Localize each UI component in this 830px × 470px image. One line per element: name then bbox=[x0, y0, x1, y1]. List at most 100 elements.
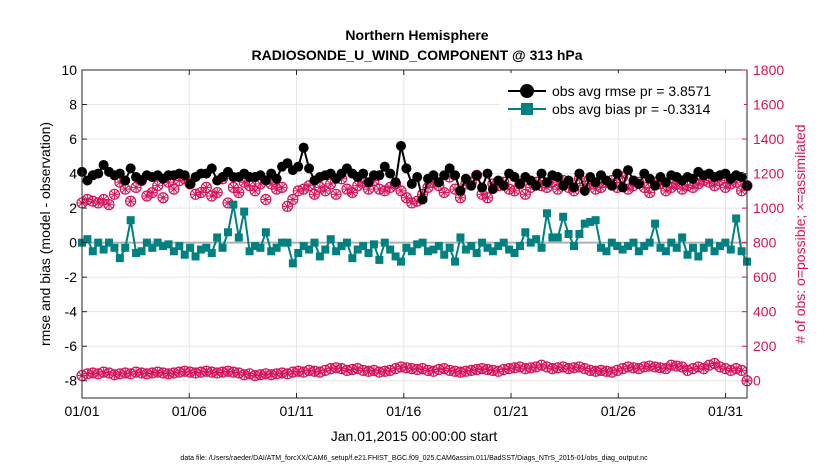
star-stroke bbox=[315, 368, 324, 376]
bias-point bbox=[218, 243, 227, 252]
bias-point bbox=[651, 219, 660, 228]
rmse-point bbox=[358, 168, 369, 179]
star-stroke bbox=[261, 195, 270, 204]
possible-assim-star bbox=[309, 189, 320, 200]
star-stroke bbox=[402, 193, 411, 202]
bias-point bbox=[467, 242, 476, 251]
star-stroke bbox=[191, 190, 200, 199]
bias-point bbox=[451, 257, 460, 266]
bias-point bbox=[429, 245, 438, 254]
rmse-point bbox=[687, 173, 698, 184]
bias-point bbox=[699, 243, 708, 252]
bias-point bbox=[597, 243, 606, 252]
star-stroke bbox=[662, 364, 670, 373]
star-stroke bbox=[624, 185, 632, 194]
bias-point bbox=[499, 238, 508, 247]
possible-assim-star bbox=[109, 189, 120, 200]
bias-point bbox=[321, 245, 330, 254]
rmse-point bbox=[433, 177, 444, 188]
bias-point bbox=[710, 247, 719, 256]
star-stroke bbox=[483, 193, 492, 202]
bias-point bbox=[580, 219, 589, 228]
rmse-point bbox=[206, 163, 217, 174]
star-stroke bbox=[321, 366, 330, 375]
bias-point bbox=[126, 216, 135, 225]
bias-point bbox=[434, 242, 443, 251]
rmse-point bbox=[563, 175, 574, 186]
star-stroke bbox=[288, 195, 297, 204]
star-stroke bbox=[532, 363, 541, 371]
rmse-point bbox=[460, 173, 471, 184]
star-stroke bbox=[591, 185, 600, 194]
bias-point bbox=[83, 235, 92, 244]
bias-point bbox=[575, 230, 584, 238]
bias-point bbox=[223, 228, 232, 237]
bias-point bbox=[310, 238, 319, 247]
possible-assim-star bbox=[147, 187, 158, 198]
star-stroke bbox=[683, 366, 692, 375]
possible-assim-star bbox=[320, 185, 331, 196]
possible-assim-star bbox=[455, 192, 466, 203]
rmse-point bbox=[509, 172, 520, 183]
bias-point bbox=[99, 245, 108, 254]
rmse-point bbox=[293, 161, 304, 172]
bias-point bbox=[721, 238, 730, 247]
bias-point bbox=[532, 235, 541, 244]
left-axis-label: rmse and bias (model - observation) bbox=[37, 122, 53, 346]
possible-assim-star bbox=[677, 184, 688, 195]
right-tick-label: 1200 bbox=[753, 166, 784, 182]
bias-point bbox=[656, 243, 665, 252]
rmse-point bbox=[482, 168, 493, 179]
x-tick-label: 01/06 bbox=[172, 403, 207, 419]
legend-box bbox=[500, 73, 744, 119]
bias-point bbox=[456, 233, 465, 242]
bias-point bbox=[364, 248, 373, 257]
rmse-point bbox=[536, 168, 547, 179]
possible-assim-star bbox=[325, 178, 336, 189]
rmse-point bbox=[412, 172, 423, 183]
star-stroke bbox=[164, 178, 173, 187]
right-tick-label: 200 bbox=[753, 338, 777, 354]
star-stroke bbox=[213, 188, 222, 197]
x-tick-label: 01/26 bbox=[601, 403, 636, 419]
rmse-point bbox=[93, 168, 104, 179]
star-stroke bbox=[353, 181, 362, 190]
possible-assim-star bbox=[98, 194, 109, 205]
possible-assim-star bbox=[347, 187, 358, 198]
star-stroke bbox=[494, 367, 503, 376]
possible-assim-star bbox=[131, 182, 142, 193]
legend-rmse-symbol bbox=[508, 84, 546, 98]
rmse-point bbox=[260, 175, 271, 186]
possible-assim-star bbox=[282, 201, 293, 212]
star-stroke bbox=[126, 369, 135, 378]
x-tick-label: 01/11 bbox=[280, 403, 314, 419]
bias-point bbox=[418, 238, 427, 247]
rmse-point bbox=[579, 185, 590, 196]
rmse-point bbox=[531, 180, 542, 191]
star-stroke bbox=[694, 180, 703, 188]
bias-point bbox=[202, 243, 211, 252]
star-stroke bbox=[110, 190, 119, 199]
rmse-point bbox=[271, 173, 282, 184]
rmse-point bbox=[466, 180, 477, 191]
star-stroke bbox=[364, 185, 373, 194]
star-stroke bbox=[613, 366, 622, 375]
bias-point bbox=[424, 247, 433, 256]
rmse-point bbox=[471, 170, 482, 181]
right-tick-label: 800 bbox=[753, 235, 777, 251]
chart-subtitle: RADIOSONDE_U_WIND_COMPONENT @ 313 hPa bbox=[251, 47, 582, 63]
bias-point bbox=[110, 243, 119, 252]
possible-assim-star bbox=[82, 194, 93, 205]
rmse-point bbox=[444, 163, 455, 174]
bias-point bbox=[505, 245, 514, 254]
bias-point bbox=[245, 247, 254, 256]
rmse-point bbox=[282, 158, 293, 169]
possible-assim-star bbox=[260, 194, 271, 205]
possible-assim-star bbox=[168, 184, 179, 195]
bias-point bbox=[299, 242, 308, 251]
possible-assim-star bbox=[104, 199, 115, 210]
star-stroke bbox=[142, 192, 151, 200]
bias-point bbox=[564, 230, 573, 238]
right-tick-label: 1400 bbox=[753, 131, 784, 147]
